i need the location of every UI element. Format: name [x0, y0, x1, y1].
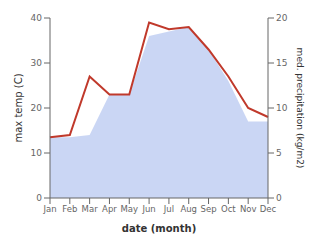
- svg-text:20: 20: [31, 103, 43, 113]
- svg-text:Apr: Apr: [102, 204, 117, 214]
- svg-text:0: 0: [276, 193, 282, 203]
- svg-text:10: 10: [276, 103, 288, 113]
- svg-text:Jan: Jan: [42, 204, 56, 214]
- svg-text:May: May: [120, 204, 138, 214]
- svg-text:0: 0: [36, 193, 42, 203]
- svg-text:med. precipitation (kg/m2): med. precipitation (kg/m2): [295, 48, 305, 169]
- svg-text:Dec: Dec: [260, 204, 277, 214]
- svg-text:Sep: Sep: [201, 204, 217, 214]
- svg-text:15: 15: [276, 58, 287, 68]
- svg-text:5: 5: [276, 148, 282, 158]
- svg-text:Aug: Aug: [180, 204, 197, 214]
- svg-text:40: 40: [31, 13, 43, 23]
- svg-text:30: 30: [31, 58, 43, 68]
- svg-text:Oct: Oct: [221, 204, 236, 214]
- svg-text:20: 20: [276, 13, 288, 23]
- svg-text:Jun: Jun: [141, 204, 155, 214]
- svg-text:Feb: Feb: [62, 204, 77, 214]
- svg-text:date (month): date (month): [122, 223, 196, 234]
- svg-text:10: 10: [31, 148, 43, 158]
- svg-text:max temp (C): max temp (C): [13, 73, 24, 142]
- svg-text:Nov: Nov: [240, 204, 257, 214]
- svg-text:Jul: Jul: [163, 204, 174, 214]
- svg-text:Mar: Mar: [82, 204, 99, 214]
